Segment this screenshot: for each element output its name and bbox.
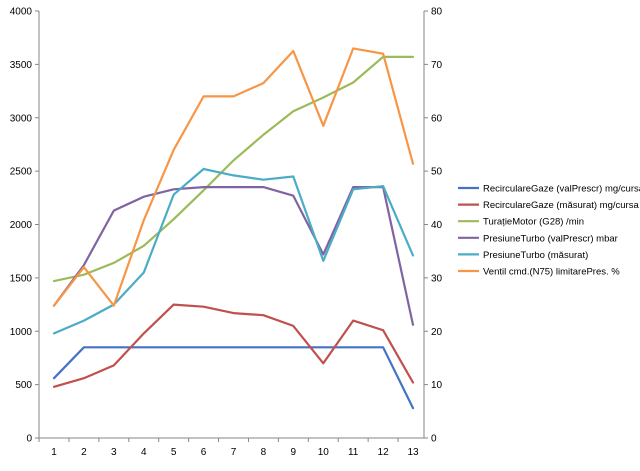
legend-label-2: RecirculareGaze (măsurat) mg/cursa [483, 200, 639, 211]
legend-label-4: PresiuneTurbo (valPrescr) mbar [483, 233, 618, 244]
y-left-tick-label: 3500 [10, 60, 33, 71]
legend-label-6: Ventil cmd.(N75) limitarePres. % [483, 267, 620, 278]
y-right-tick-label: 10 [431, 380, 443, 391]
x-tick-label: 9 [291, 447, 297, 458]
legend-label-5: PresiuneTurbo (măsurat) [483, 250, 588, 261]
y-right-tick-label: 20 [431, 327, 443, 338]
y-right-tick-label: 60 [431, 113, 443, 124]
x-tick-label: 12 [378, 447, 390, 458]
y-right-tick-label: 30 [431, 273, 443, 284]
series-line-5 [52, 167, 415, 335]
y-right-tick-label: 0 [431, 434, 437, 445]
y-left-tick-label: 2500 [10, 167, 33, 178]
series-line-2 [52, 303, 415, 388]
x-tick-label: 13 [407, 447, 419, 458]
x-tick-label: 2 [81, 447, 87, 458]
x-tick-label: 10 [318, 447, 330, 458]
x-tick-label: 3 [111, 447, 117, 458]
y-right-tick-label: 80 [431, 7, 443, 18]
y-left-tick-label: 0 [26, 434, 32, 445]
legend: RecirculareGaze (valPrescr) mg/cursa Reci… [458, 184, 640, 278]
y-left-tick-label: 2000 [10, 220, 33, 231]
y-right-tick-label: 70 [431, 60, 443, 71]
y-left-tick-label: 4000 [10, 7, 33, 18]
x-tick-label: 8 [261, 447, 267, 458]
x-tick-label: 7 [231, 447, 237, 458]
x-tick-label: 11 [348, 447, 359, 458]
y-left-tick-label: 1500 [10, 273, 33, 284]
y-left-tick-label: 1000 [10, 327, 33, 338]
series-line-6 [52, 47, 415, 307]
series-line-3 [52, 55, 415, 283]
y-right-tick-label: 50 [431, 167, 443, 178]
y-left-tick-label: 3000 [10, 113, 33, 124]
x-tick-label: 1 [51, 447, 57, 458]
x-tick-label: 4 [141, 447, 147, 458]
axes: 0 500 1000 1500 2000 2500 3000 3500 4000 0 10 20 30 4… [10, 7, 443, 459]
y-right-tick-label: 40 [431, 220, 443, 231]
x-tick-label: 6 [201, 447, 207, 458]
series-line-4 [52, 186, 415, 326]
series-lines [52, 47, 415, 410]
legend-label-1: RecirculareGaze (valPrescr) mg/cursa [483, 184, 640, 195]
series-line-1 [52, 346, 415, 410]
legend-label-3: TurațieMotor (G28) /min [483, 217, 584, 228]
x-tick-label: 5 [171, 447, 177, 458]
y-left-tick-label: 500 [15, 380, 32, 391]
